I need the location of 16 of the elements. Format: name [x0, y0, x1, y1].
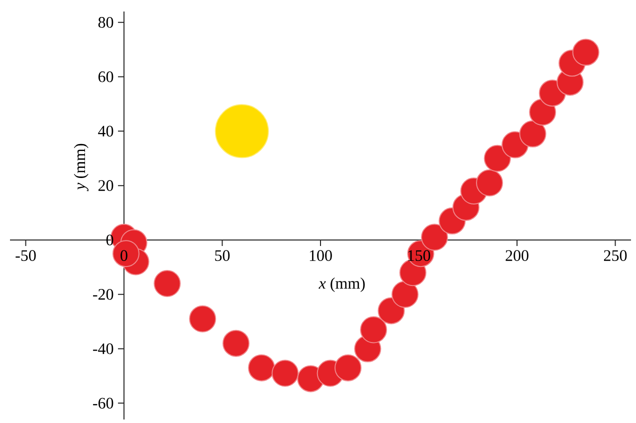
x-tick-label: 200 [506, 250, 528, 261]
x-axis-title: x (mm) [318, 278, 365, 292]
y-tick-label: 80 [98, 16, 114, 28]
x-tick-label: -50 [16, 250, 36, 261]
x-tick-label: 250 [604, 250, 627, 261]
x-tick-label: 150 [408, 250, 430, 261]
y-tick-label: 40 [98, 126, 114, 137]
y-tick-label: 60 [98, 71, 114, 82]
y-axis-title: y (mm) [74, 144, 88, 192]
y-tick-label: -60 [93, 398, 114, 409]
x-tick-label: 0 [120, 250, 128, 261]
y-tick-label: 20 [98, 180, 114, 191]
y-tick-label: -40 [93, 343, 114, 354]
x-tick-label: 50 [215, 250, 230, 261]
y-tick-label: -20 [93, 288, 114, 300]
x-tick-label: 100 [310, 250, 332, 261]
